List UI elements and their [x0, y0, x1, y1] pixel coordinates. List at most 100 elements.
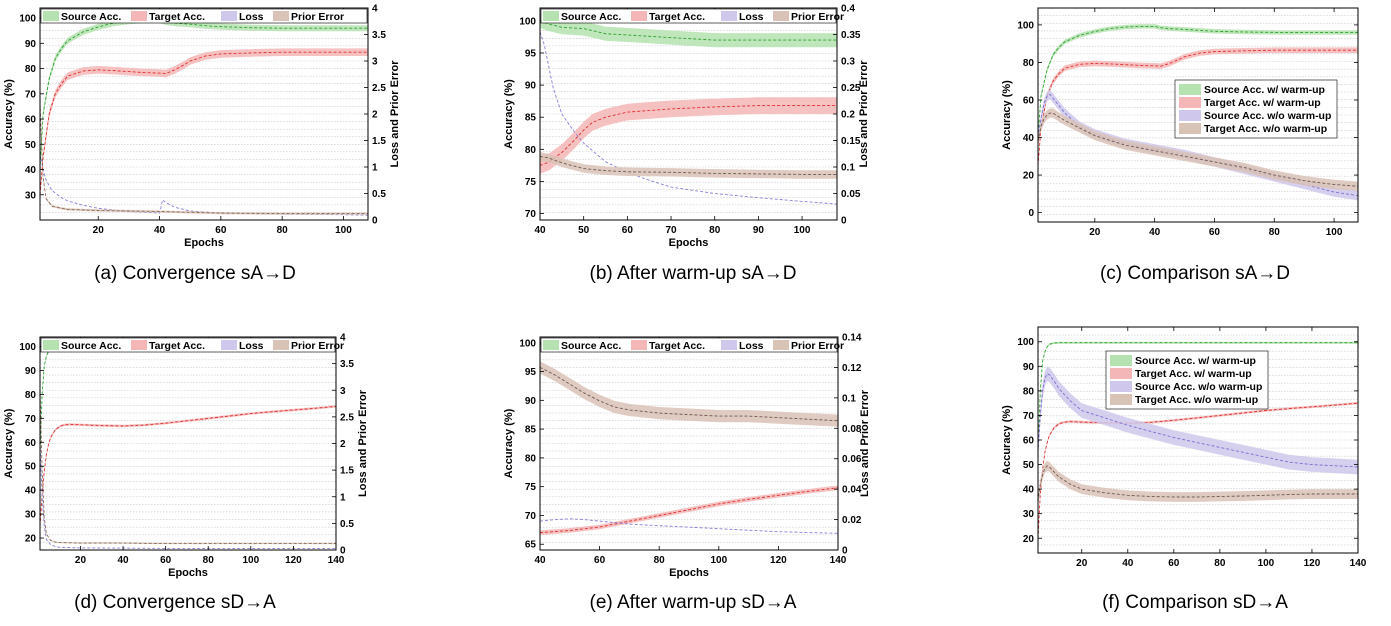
legend-swatch	[1110, 368, 1132, 379]
y-tick-label: 40	[1023, 485, 1035, 496]
legend-swatch	[543, 340, 559, 350]
y-tick-label: 30	[1023, 509, 1035, 520]
y-tick-label: 80	[1023, 58, 1035, 69]
subfigure-caption: (d) Convergence sD→A	[74, 592, 276, 613]
legend-label: Source Acc.	[61, 340, 121, 352]
series-line-2	[539, 518, 839, 534]
y-tick-label: 50	[25, 140, 37, 151]
legend-label: Loss	[739, 11, 764, 23]
legend-label: Source Acc.	[61, 11, 121, 23]
series-line-3	[39, 390, 336, 545]
x-tick-label: 20	[75, 555, 87, 566]
x-tick-label: 80	[654, 555, 666, 566]
y-tick-label: 100	[519, 338, 536, 349]
x-tick-label: 140	[328, 555, 345, 566]
x-tick-label: 60	[594, 555, 606, 566]
plot-frame	[539, 336, 839, 551]
y-tick-label: 100	[19, 342, 36, 353]
x-tick-label: 60	[1168, 558, 1180, 569]
series-band-3	[540, 361, 838, 427]
legend-swatch	[1179, 110, 1201, 121]
y2-tick-label: 0.25	[841, 83, 861, 94]
series-line-3	[1037, 112, 1359, 187]
y2-tick-label: 3.5	[372, 30, 386, 41]
y2-axis-label: Loss and Prior Error	[389, 60, 401, 168]
legend-frame	[1174, 79, 1338, 139]
y-tick-label: 80	[525, 145, 537, 156]
y-tick-label: 70	[25, 89, 37, 100]
legend-label: Prior Error	[791, 340, 844, 352]
legend-label: Target Acc. w/ warm-up	[1204, 97, 1321, 109]
legend-label: Prior Error	[791, 11, 844, 23]
legend: Source Acc. Target Acc. Loss Prior Error	[40, 8, 368, 24]
x-tick-label: 80	[1214, 558, 1226, 569]
legend-label: Target Acc.	[649, 340, 705, 352]
y-tick-label: 75	[525, 177, 537, 188]
legend-label: Prior Error	[291, 11, 344, 23]
legend: Source Acc. Target Acc. Loss Prior Error	[540, 8, 844, 24]
y-tick-label: 70	[525, 209, 537, 220]
subfigure-caption: (b) After warm-up sA→D	[590, 263, 797, 284]
y-tick-label: 90	[25, 39, 37, 50]
y2-tick-label: 0	[842, 546, 848, 557]
y-tick-label: 80	[525, 453, 537, 464]
y-axis-label: Accuracy (%)	[3, 79, 15, 149]
x-tick-label: 40	[1122, 558, 1134, 569]
y-tick-label: 0	[1028, 208, 1034, 219]
legend-label: Target Acc.	[649, 11, 705, 23]
x-tick-label: 90	[753, 225, 765, 236]
x-tick-label: 80	[203, 555, 215, 566]
series-line-0	[39, 19, 368, 170]
y-tick-label: 60	[1023, 436, 1035, 447]
y2-tick-label: 3	[372, 57, 378, 68]
y2-tick-label: 0	[372, 216, 378, 227]
legend-label: Source Acc.	[561, 11, 621, 23]
legend-swatch	[1179, 123, 1201, 134]
y2-tick-label: 2	[372, 110, 378, 121]
legend-swatch	[221, 11, 237, 21]
series-band-0	[40, 17, 368, 173]
y2-axis-label: Loss and Prior Error	[858, 60, 870, 168]
y2-tick-label: 0	[841, 216, 847, 227]
y2-tick-label: 0.05	[841, 189, 861, 200]
legend-frame	[40, 337, 336, 353]
legend-frame	[1105, 350, 1269, 410]
y-axis-label: Accuracy (%)	[503, 408, 515, 478]
x-tick-label: 70	[665, 225, 677, 236]
y-tick-label: 80	[1023, 386, 1035, 397]
y-tick-label: 50	[1023, 460, 1035, 471]
series-line-3	[1037, 465, 1358, 502]
legend-swatch	[131, 340, 147, 350]
series-band-1	[540, 485, 838, 535]
y2-axis-label: Loss and Prior Error	[357, 389, 369, 497]
legend-label: Loss	[239, 11, 264, 23]
legend-swatch	[1110, 394, 1132, 405]
series-line-0	[1037, 342, 1358, 453]
x-axis-label: Epochs	[669, 237, 709, 249]
y2-tick-label: 0.12	[842, 363, 862, 374]
y-tick-label: 85	[525, 425, 537, 436]
y2-tick-label: 0.35	[841, 30, 861, 41]
chart-panel-f: 20 40 60 80 100 120 140 20 30 40 50 60 70 80 90 100 Accu…	[1001, 326, 1367, 613]
legend-label: Source Acc. w/ warm-up	[1135, 355, 1256, 367]
legend-label: Target Acc.	[149, 340, 205, 352]
legend-swatch	[131, 11, 147, 21]
y-tick-label: 20	[1023, 171, 1035, 182]
legend-label: Source Acc. w/ warm-up	[1204, 84, 1325, 96]
x-tick-label: 40	[534, 555, 546, 566]
y-tick-label: 20	[25, 534, 37, 545]
legend-label: Loss	[239, 340, 264, 352]
series-line-1	[1037, 49, 1358, 166]
legend-swatch	[543, 11, 559, 21]
x-tick-label: 20	[93, 225, 105, 236]
legend-label: Target Acc. w/o warm-up	[1135, 394, 1258, 406]
x-tick-label: 140	[1350, 558, 1367, 569]
y-tick-label: 90	[525, 396, 537, 407]
y-tick-label: 80	[25, 390, 37, 401]
y2-tick-label: 0.08	[842, 424, 862, 435]
series-line-2	[1037, 373, 1359, 468]
y2-tick-label: 1.5	[372, 136, 386, 147]
y-tick-label: 90	[1023, 362, 1035, 373]
legend: Source Acc. Target Acc. Loss Prior Error	[540, 337, 844, 353]
